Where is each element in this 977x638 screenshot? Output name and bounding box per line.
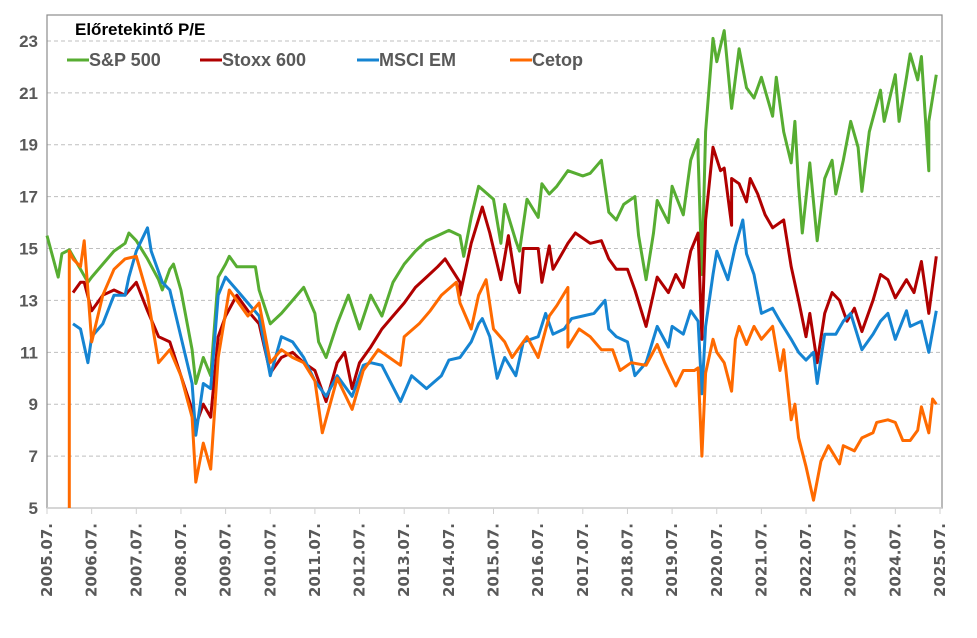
- legend-item: S&P 500: [67, 50, 161, 70]
- x-tick-label: 2010.07.: [261, 523, 279, 597]
- x-tick-label: 2025.07.: [931, 523, 949, 597]
- series-line-msci-em: [72, 218, 938, 437]
- x-tick-label: 2013.07.: [395, 523, 413, 597]
- y-tick-label: 11: [20, 343, 38, 362]
- legend-item: Stoxx 600: [200, 50, 306, 70]
- series-line-cetop: [67, 239, 938, 508]
- y-tick-label: 21: [19, 84, 38, 103]
- x-tick-label: 2005.07.: [38, 523, 56, 597]
- series-lines: [45, 29, 938, 508]
- plot-frame: [46, 14, 943, 509]
- y-axis-ticks: 5 7 9 11 13 15 17 19 21 23: [19, 32, 38, 518]
- x-tick-label: 2006.07.: [83, 523, 101, 597]
- y-tick-label: 15: [19, 240, 38, 259]
- series-line-s-p-500: [45, 29, 938, 385]
- legend-item: MSCI EM: [357, 50, 456, 70]
- x-tick-label: 2007.07.: [127, 523, 145, 597]
- y-tick-label: 5: [29, 499, 38, 518]
- y-tick-label: 17: [19, 188, 38, 207]
- legend: S&P 500 Stoxx 600 MSCI EM Cetop: [67, 50, 583, 70]
- x-tick-label: 2008.07.: [172, 523, 190, 597]
- x-tick-label: 2020.07.: [708, 523, 726, 597]
- y-tick-label: 9: [29, 395, 38, 414]
- y-tick-label: 13: [19, 291, 38, 310]
- x-tick-label: 2015.07.: [485, 523, 503, 597]
- x-axis: 2005.07. 2006.07. 2007.07. 2008.07. 2009.07.…: [38, 507, 949, 597]
- x-tick-label: 2009.07.: [217, 523, 235, 597]
- y-tick-label: 19: [19, 136, 38, 155]
- legend-item: Cetop: [510, 50, 583, 70]
- legend-label: Stoxx 600: [222, 50, 306, 70]
- chart-title: Előretekintő P/E: [75, 20, 205, 39]
- legend-label: Cetop: [532, 50, 583, 70]
- x-tick-label: 2022.07.: [797, 523, 815, 597]
- x-tick-label: 2021.07.: [752, 523, 770, 597]
- x-tick-label: 2017.07.: [574, 523, 592, 597]
- legend-label: S&P 500: [89, 50, 161, 70]
- legend-label: MSCI EM: [379, 50, 456, 70]
- x-tick-label: 2019.07.: [663, 523, 681, 597]
- y-tick-label: 7: [29, 447, 38, 466]
- x-tick-label: 2018.07.: [618, 523, 636, 597]
- x-tick-label: 2024.07.: [886, 523, 904, 597]
- x-tick-label: 2016.07.: [529, 523, 547, 597]
- x-tick-label: 2012.07.: [351, 523, 369, 597]
- x-tick-label: 2023.07.: [842, 523, 860, 597]
- y-tick-label: 23: [19, 32, 38, 51]
- x-tick-label: 2011.07.: [306, 523, 324, 597]
- x-tick-label: 2014.07.: [440, 523, 458, 597]
